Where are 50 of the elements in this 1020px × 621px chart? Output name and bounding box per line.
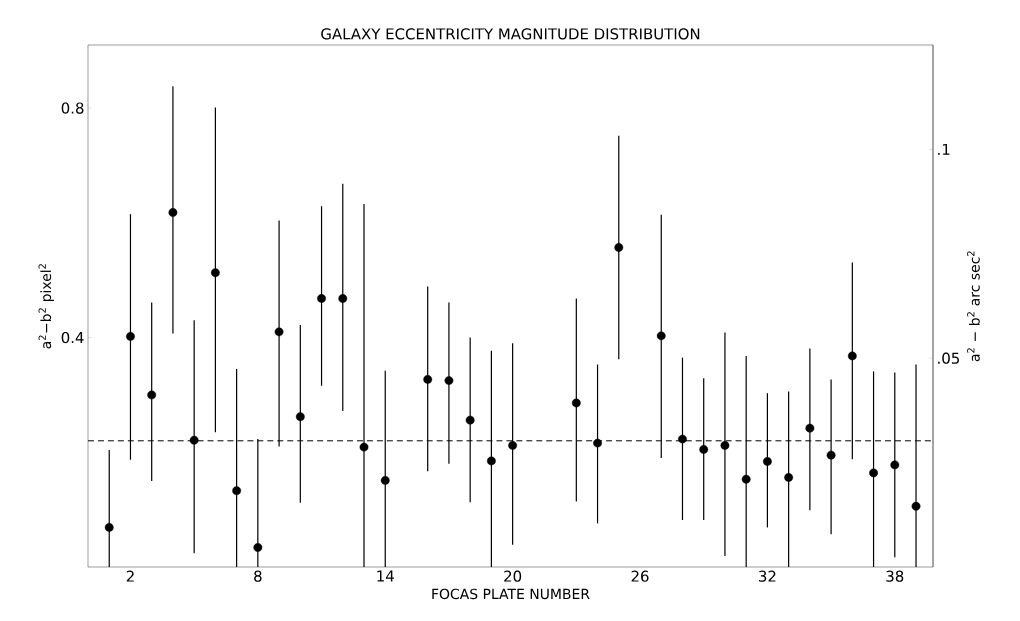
- point: [444, 376, 454, 385]
- point: [614, 243, 624, 252]
- point: [126, 332, 135, 341]
- point: [487, 456, 496, 466]
- y2-axis-title: a$^{2}$ − b$^{2}$ arc sec$^{2}$: [967, 251, 980, 362]
- point: [593, 438, 602, 448]
- point: [189, 435, 199, 445]
- y-tick-label: 0.4: [61, 331, 84, 344]
- point: [359, 442, 369, 452]
- point: [380, 476, 390, 485]
- y-axis-title: a$^{2}$−b$^{2}$ pixel$^{2}$: [38, 264, 54, 349]
- point: [784, 473, 794, 482]
- point: [678, 434, 687, 444]
- point: [869, 468, 878, 478]
- x-tick-label: 26: [631, 570, 649, 582]
- point: [508, 441, 518, 450]
- point: [232, 486, 241, 496]
- point: [211, 268, 220, 278]
- point: [763, 457, 772, 466]
- point: [295, 412, 305, 422]
- x-tick-label: 38: [886, 570, 904, 582]
- y2-tick-label: .1: [938, 143, 950, 155]
- point: [826, 450, 836, 460]
- x-tick-label: 32: [759, 570, 776, 582]
- point: [465, 415, 475, 425]
- x-tick-label: 8: [254, 570, 262, 582]
- point: [911, 501, 921, 511]
- x-axis-title: FOCAS PLATE NUMBER: [432, 588, 590, 600]
- point: [699, 445, 709, 454]
- x-tick-label: 14: [377, 570, 394, 582]
- point: [147, 390, 157, 400]
- point: [847, 351, 857, 361]
- point: [571, 398, 581, 408]
- y-tick-label: 0.8: [61, 102, 84, 114]
- point: [741, 474, 751, 484]
- point: [274, 327, 284, 337]
- chart-title: GALAXY ECCENTRICITY MAGNITUDE DISTRIBUTION: [321, 28, 700, 40]
- point: [720, 441, 730, 450]
- point: [104, 523, 114, 532]
- point: [317, 294, 326, 303]
- point: [805, 423, 815, 433]
- point: [253, 543, 263, 552]
- x-tick-label: 2: [126, 570, 134, 582]
- point: [423, 375, 433, 384]
- y2-tick-label: .05: [938, 352, 959, 364]
- point: [890, 460, 900, 470]
- point: [656, 331, 666, 341]
- x-tick-label: 20: [504, 570, 522, 582]
- point: [338, 294, 348, 303]
- point: [168, 208, 178, 217]
